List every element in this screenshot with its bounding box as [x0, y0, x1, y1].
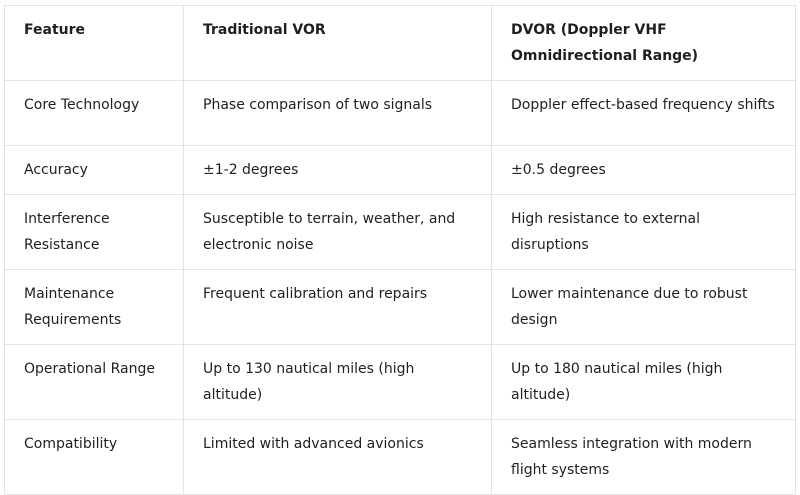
cell: Maintenance Requirements	[4, 269, 184, 345]
table-row: Core Technology Phase comparison of two s…	[4, 80, 796, 146]
cell: Frequent calibration and repairs	[183, 269, 492, 345]
cell: Susceptible to terrain, weather, and ele…	[183, 194, 492, 270]
table-row: Operational Range Up to 130 nautical mile…	[4, 344, 796, 420]
cell: Limited with advanced avionics	[183, 419, 492, 495]
cell: Core Technology	[4, 80, 184, 146]
cell: High resistance to external disruptions	[491, 194, 796, 270]
cell: Seamless integration with modern flight …	[491, 419, 796, 495]
table-row: Accuracy ±1-2 degrees ±0.5 degrees	[4, 145, 796, 195]
cell: Lower maintenance due to robust design	[491, 269, 796, 345]
cell: Accuracy	[4, 145, 184, 195]
table-row: Interference Resistance Susceptible to te…	[4, 194, 796, 270]
cell: Compatibility	[4, 419, 184, 495]
cell: Doppler effect-based frequency shifts	[491, 80, 796, 146]
cell: Interference Resistance	[4, 194, 184, 270]
cell: Phase comparison of two signals	[183, 80, 492, 146]
table-row: Maintenance Requirements Frequent calibra…	[4, 269, 796, 345]
header-dvor: DVOR (Doppler VHF Omnidirectional Range)	[491, 5, 796, 81]
header-feature: Feature	[4, 5, 184, 81]
comparison-table: Feature Traditional VOR DVOR (Doppler VH…	[4, 5, 796, 495]
cell: Up to 180 nautical miles (high altitude)	[491, 344, 796, 420]
table-row: Compatibility Limited with advanced avion…	[4, 419, 796, 495]
header-row: Feature Traditional VOR DVOR (Doppler VH…	[4, 5, 796, 81]
cell: ±1-2 degrees	[183, 145, 492, 195]
cell: Operational Range	[4, 344, 184, 420]
header-traditional-vor: Traditional VOR	[183, 5, 492, 81]
cell: ±0.5 degrees	[491, 145, 796, 195]
cell: Up to 130 nautical miles (high altitude)	[183, 344, 492, 420]
